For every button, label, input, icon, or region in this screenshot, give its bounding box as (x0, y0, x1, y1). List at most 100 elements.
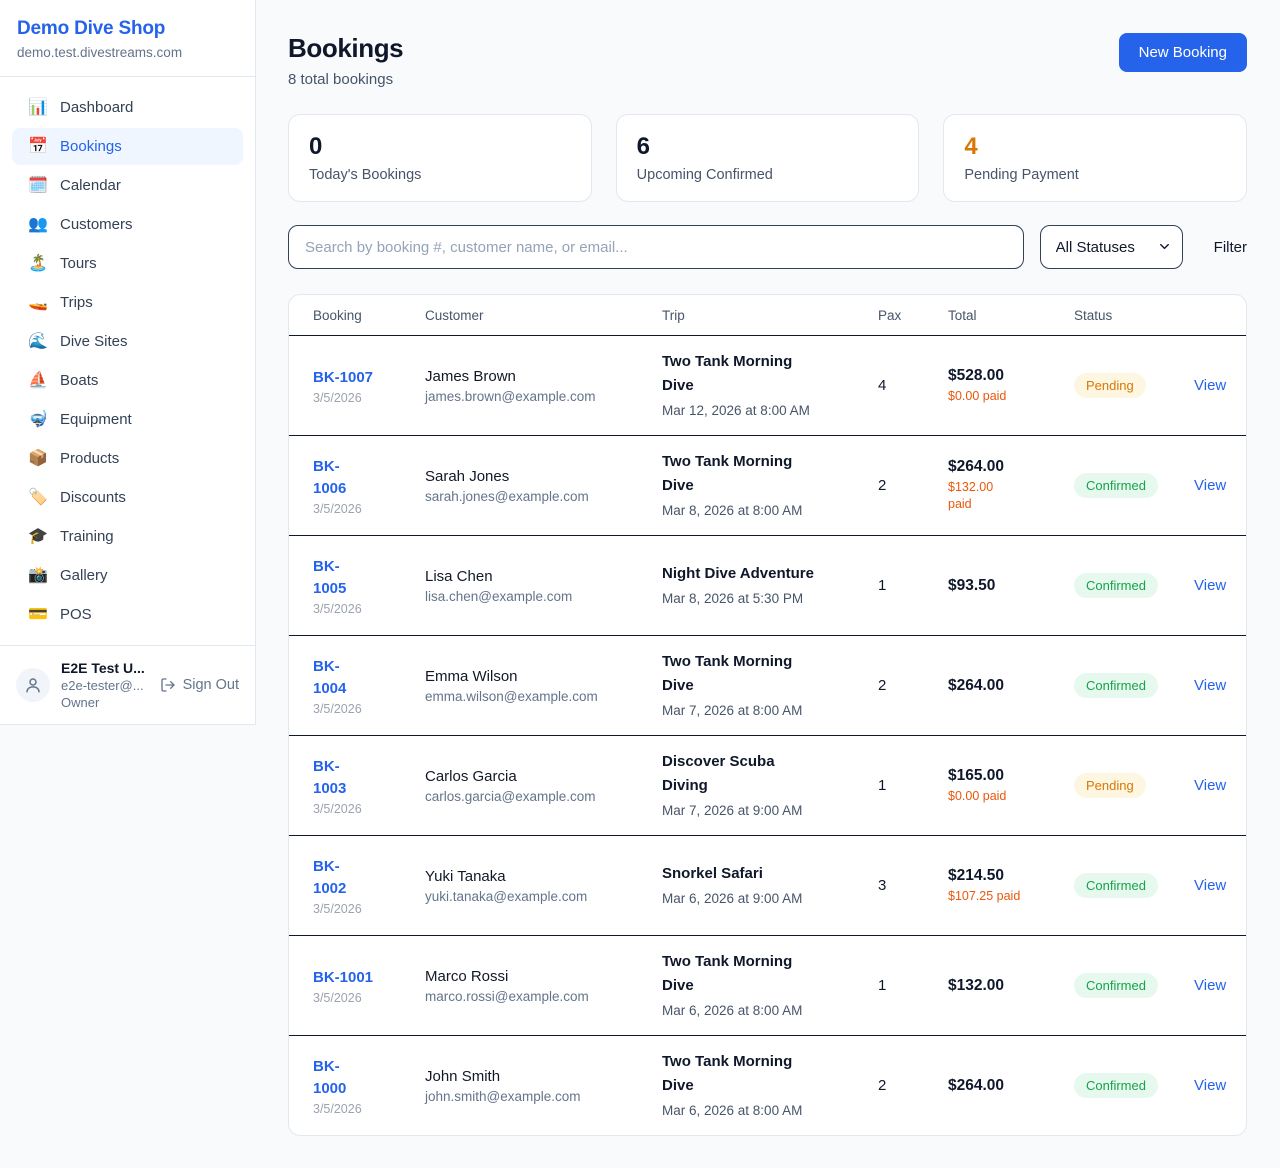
view-link[interactable]: View (1194, 376, 1227, 394)
sidebar-item-boats[interactable]: ⛵ Boats (28, 371, 99, 389)
actions-cell: View (1194, 977, 1226, 995)
booking-cell: BK- 1003 3/5/2026 (313, 756, 425, 816)
trip-datetime: Mar 6, 2026 at 8:00 AM (662, 1003, 803, 1018)
stat-card: 0 Today's Bookings (288, 114, 592, 202)
sidebar-item-bookings[interactable]: 📅 Bookings (12, 128, 243, 165)
sidebar-item-training[interactable]: 🎓 Training (28, 527, 114, 545)
sidebar-nav: 📊 Dashboard 📅 Bookings 🗓️ Calendar 👥 Cus… (0, 77, 255, 645)
actions-cell: View (1194, 877, 1226, 895)
trip-datetime: Mar 6, 2026 at 8:00 AM (662, 1103, 803, 1118)
sidebar-item-calendar[interactable]: 🗓️ Calendar (28, 176, 121, 194)
view-link[interactable]: View (1194, 1076, 1227, 1094)
brand-block: Demo Dive Shop demo.test.divestreams.com (0, 0, 255, 77)
trip-cell: Snorkel Safari Mar 6, 2026 at 9:00 AM (662, 862, 878, 909)
customer-name: Yuki Tanaka (425, 867, 506, 885)
view-link[interactable]: View (1194, 776, 1227, 794)
bookings-table: Booking Customer Trip Pax Total Status B… (288, 294, 1247, 1136)
booking-date: 3/5/2026 (313, 1101, 362, 1116)
trip-datetime: Mar 6, 2026 at 9:00 AM (662, 891, 803, 906)
status-select[interactable]: All Statuses (1039, 225, 1183, 269)
sidebar-item-pos[interactable]: 💳 POS (28, 605, 92, 623)
total-amount: $93.50 (948, 576, 996, 594)
customer-cell: Carlos Garcia carlos.garcia@example.com (425, 768, 662, 804)
trip-name: Two Tank Morning Dive (662, 353, 793, 394)
products-icon: 📦 (28, 449, 48, 467)
stat-value: 4 (964, 133, 978, 160)
discounts-icon: 🏷️ (28, 488, 48, 506)
status-select-wrap: All Statuses (1039, 225, 1183, 269)
booking-cell: BK- 1000 3/5/2026 (313, 1056, 425, 1116)
sidebar-item-products[interactable]: 📦 Products (28, 449, 120, 467)
sidebar-item-gallery[interactable]: 📸 Gallery (28, 566, 108, 584)
paid-amount: $0.00 paid (948, 788, 1007, 803)
total-cell: $214.50 $107.25 paid (948, 867, 1074, 905)
booking-cell: BK- 1006 3/5/2026 (313, 456, 425, 516)
pax-cell: 2 (878, 477, 887, 494)
boats-icon: ⛵ (28, 371, 48, 389)
booking-id-link[interactable]: BK- 1006 (313, 457, 347, 497)
sidebar-item-customers[interactable]: 👥 Customers (28, 215, 133, 233)
table-body: BK-1007 3/5/2026 James Brown james.brown… (289, 335, 1246, 1135)
sign-out-label: Sign Out (182, 677, 239, 693)
column-header-trip: Trip (662, 307, 685, 323)
customer-email: lisa.chen@example.com (425, 588, 573, 604)
customer-cell: John Smith john.smith@example.com (425, 1068, 662, 1104)
filter-button[interactable]: Filter (1213, 238, 1247, 256)
view-link[interactable]: View (1194, 676, 1227, 694)
page-title: Bookings (288, 33, 404, 63)
customer-name: Lisa Chen (425, 567, 493, 585)
calendar-icon: 🗓️ (28, 176, 48, 194)
booking-id-link[interactable]: BK-1007 (313, 368, 374, 386)
stat-value: 6 (636, 133, 651, 160)
paid-amount: $107.25 paid (948, 888, 1021, 903)
sidebar-item-discounts[interactable]: 🏷️ Discounts (28, 488, 126, 506)
sidebar-item-tours[interactable]: 🏝️ Tours (28, 254, 97, 272)
column-header-booking: Booking (313, 307, 362, 323)
equipment-icon: 🤿 (28, 410, 48, 428)
search-input[interactable] (288, 225, 1024, 269)
sidebar-item-equipment[interactable]: 🤿 Equipment (28, 410, 132, 428)
total-amount: $132.00 (948, 976, 1005, 994)
stats-row: 0 Today's Bookings 6 Upcoming Confirmed … (288, 114, 1248, 202)
booking-id-link[interactable]: BK-1001 (313, 968, 374, 986)
brand-name[interactable]: Demo Dive Shop (17, 18, 166, 39)
sidebar: Demo Dive Shop demo.test.divestreams.com… (0, 0, 256, 725)
status-badge: Confirmed (1074, 873, 1158, 898)
view-link[interactable]: View (1194, 476, 1227, 494)
total-cell: $264.00 $132.00 paid (948, 458, 1074, 513)
actions-cell: View (1194, 1077, 1226, 1095)
sidebar-item-dive-sites[interactable]: 🌊 Dive Sites (28, 332, 128, 350)
view-link[interactable]: View (1194, 576, 1227, 594)
booking-cell: BK- 1002 3/5/2026 (313, 856, 425, 916)
customer-cell: Emma Wilson emma.wilson@example.com (425, 668, 662, 704)
column-header-pax: Pax (878, 307, 902, 323)
total-amount: $264.00 (948, 1076, 1005, 1094)
status-badge: Pending (1074, 773, 1146, 798)
total-cell: $264.00 (948, 677, 1074, 695)
sidebar-item-dashboard[interactable]: 📊 Dashboard (28, 98, 134, 116)
total-cell: $93.50 (948, 577, 1074, 595)
new-booking-button[interactable]: New Booking (1118, 33, 1247, 72)
dashboard-icon: 📊 (28, 98, 48, 116)
booking-id-link[interactable]: BK- 1003 (313, 757, 347, 797)
customer-email: sarah.jones@example.com (425, 488, 589, 504)
view-link[interactable]: View (1194, 976, 1227, 994)
booking-id-link[interactable]: BK- 1004 (313, 657, 347, 697)
paid-amount: $132.00 paid (948, 480, 994, 511)
sign-out-button[interactable]: Sign Out (160, 677, 239, 693)
table-header-row: Booking Customer Trip Pax Total Status (289, 295, 1246, 335)
booking-date: 3/5/2026 (313, 901, 362, 916)
sidebar-item-trips[interactable]: 🚤 Trips (28, 293, 93, 311)
trip-name: Discover Scuba Diving (662, 753, 775, 794)
booking-id-link[interactable]: BK- 1002 (313, 857, 347, 897)
column-header-total: Total (948, 307, 977, 323)
view-link[interactable]: View (1194, 876, 1227, 894)
stat-value: 0 (309, 133, 323, 160)
customer-name: Marco Rossi (425, 967, 509, 985)
filter-row: All Statuses Filter (288, 225, 1247, 269)
booking-cell: BK- 1004 3/5/2026 (313, 656, 425, 716)
booking-id-link[interactable]: BK- 1000 (313, 1057, 347, 1097)
customers-icon: 👥 (28, 215, 48, 233)
booking-id-link[interactable]: BK- 1005 (313, 557, 347, 597)
